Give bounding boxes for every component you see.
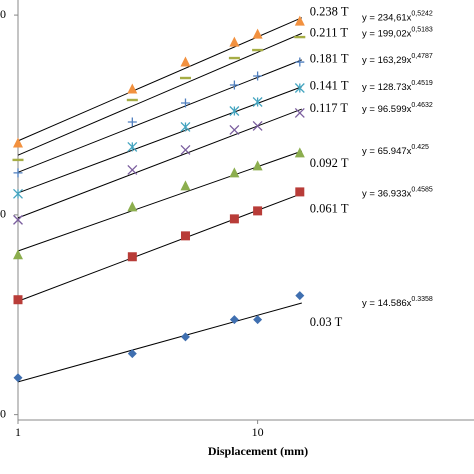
point xyxy=(253,71,263,81)
point xyxy=(252,160,263,171)
x-tick-label: 1 xyxy=(15,425,21,439)
point xyxy=(229,214,239,224)
point xyxy=(252,121,263,131)
series-label: 0.181 T xyxy=(310,52,349,66)
point xyxy=(180,180,191,191)
point xyxy=(295,57,305,67)
point xyxy=(127,349,137,359)
point xyxy=(127,252,137,262)
fit-equation-exponent: 0.4632 xyxy=(411,102,433,109)
x-tick-label: 10 xyxy=(252,425,264,439)
point xyxy=(127,201,138,212)
series-label: 0.03 T xyxy=(310,315,343,329)
point xyxy=(252,28,263,39)
point xyxy=(180,231,190,241)
point xyxy=(294,147,305,158)
point xyxy=(13,295,23,305)
fit-equation-exponent: 0.425 xyxy=(411,144,429,151)
fit-equation-base: y = 163,29x xyxy=(362,54,412,65)
point xyxy=(180,332,190,342)
x-axis-label: Displacement (mm) xyxy=(208,444,308,458)
point xyxy=(13,373,23,383)
fit-equation: y = 14.586x0.3358 xyxy=(362,296,433,309)
fit-equation-base: y = 128.73x xyxy=(362,81,412,92)
fit-equation-base: y = 96.599x xyxy=(362,104,412,115)
point xyxy=(294,15,305,26)
fit-equation-base: y = 234,61x xyxy=(362,12,412,23)
point xyxy=(294,108,305,118)
fit-equation: y = 65.947x0.425 xyxy=(362,144,429,157)
point xyxy=(228,56,240,60)
series-label: 0.092 T xyxy=(310,156,349,170)
point xyxy=(253,315,263,325)
point xyxy=(13,168,23,178)
point xyxy=(229,124,240,135)
trendline xyxy=(17,32,303,156)
point xyxy=(13,188,23,199)
point xyxy=(127,117,137,127)
point xyxy=(294,83,305,93)
fit-equation: y = 199,02x0,5183 xyxy=(362,26,433,39)
point xyxy=(127,141,138,152)
fit-equation: y = 36.933x0.4585 xyxy=(362,186,433,199)
fit-equation-exponent: 0.3358 xyxy=(411,296,433,303)
point xyxy=(180,56,191,67)
point xyxy=(127,83,138,94)
fit-equation: y = 163,29x0,4787 xyxy=(362,53,433,66)
point xyxy=(294,35,306,39)
point xyxy=(179,76,191,80)
point xyxy=(229,167,240,178)
trendline xyxy=(17,302,302,383)
fit-equation: y = 128.73x0.4519 xyxy=(362,80,433,93)
point xyxy=(126,98,138,102)
point xyxy=(295,187,305,197)
trendline xyxy=(17,108,302,219)
point xyxy=(252,48,264,52)
fit-equation: y = 234,61x0,5242 xyxy=(362,11,433,24)
point xyxy=(229,315,239,325)
fit-equation-base: y = 14.586x xyxy=(362,298,412,309)
point xyxy=(229,80,239,90)
fit-equation-exponent: 0.4519 xyxy=(411,80,433,87)
fit-equation-exponent: 0,5183 xyxy=(411,26,433,33)
point xyxy=(180,98,190,108)
point xyxy=(13,249,23,260)
point xyxy=(229,106,240,116)
y-tick-label: 10 xyxy=(0,406,6,420)
point xyxy=(253,206,263,216)
point xyxy=(13,137,23,148)
trendline xyxy=(17,59,302,173)
point xyxy=(127,164,138,175)
point xyxy=(180,144,191,155)
point xyxy=(252,97,263,107)
fit-equation-exponent: 0,5242 xyxy=(411,11,433,18)
point xyxy=(295,291,305,301)
fit-equation-base: y = 36.933x xyxy=(362,188,412,199)
series-label: 0.117 T xyxy=(310,101,349,115)
fit-equation: y = 96.599x0.4632 xyxy=(362,102,433,115)
point xyxy=(13,214,23,225)
point xyxy=(229,36,240,47)
series-label: 0.061 T xyxy=(310,201,349,215)
series-label: 0.141 T xyxy=(310,79,349,93)
fit-equation-base: y = 65.947x xyxy=(362,146,412,157)
point xyxy=(12,158,24,162)
y-tick-label: 100 xyxy=(0,207,6,221)
fit-equation-base: y = 199,02x xyxy=(362,28,412,39)
fit-equation-exponent: 0,4787 xyxy=(411,53,433,60)
series-label: 0.211 T xyxy=(310,25,349,39)
point xyxy=(180,122,191,132)
series-label: 0.238 T xyxy=(310,5,349,19)
fit-equation-exponent: 0.4585 xyxy=(411,186,433,193)
